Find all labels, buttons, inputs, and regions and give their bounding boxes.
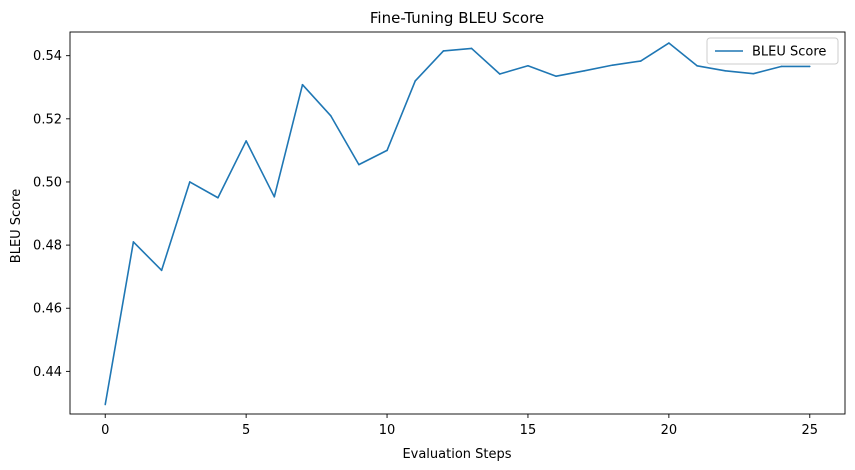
legend: BLEU Score — [706, 37, 839, 65]
data-point — [611, 64, 614, 66]
x-tick-label: 0 — [101, 423, 109, 438]
data-point — [780, 65, 783, 68]
data-point — [301, 83, 304, 86]
data-point — [358, 163, 360, 166]
x-tick-label: 5 — [242, 423, 250, 438]
legend-label: BLEU Score — [752, 45, 826, 60]
data-point — [273, 195, 276, 198]
y-tick-label: 0.48 — [33, 239, 62, 254]
data-point — [160, 269, 163, 272]
data-point — [104, 403, 107, 406]
data-point — [527, 64, 529, 67]
x-tick-label: 15 — [520, 423, 537, 438]
x-tick-label: 10 — [379, 423, 396, 438]
x-tick-label: 20 — [661, 423, 678, 438]
data-point — [414, 80, 417, 82]
y-axis-label: BLEU Score — [9, 189, 24, 263]
data-point — [386, 149, 388, 152]
data-point — [724, 70, 727, 72]
series-line — [104, 42, 810, 405]
data-point — [668, 42, 670, 44]
data-point — [498, 73, 501, 75]
data-point — [470, 47, 473, 50]
data-point — [245, 140, 247, 142]
data-point — [188, 181, 191, 183]
data-point — [329, 114, 332, 117]
y-tick-label: 0.52 — [33, 112, 62, 127]
axes-frame — [69, 31, 846, 415]
data-point — [583, 70, 586, 72]
y-tick-label: 0.54 — [33, 49, 62, 64]
data-point — [555, 75, 557, 77]
data-point — [752, 72, 755, 75]
data-point — [696, 64, 698, 67]
chart-title: Fine-Tuning BLEU Score — [370, 9, 544, 27]
data-point — [639, 60, 642, 62]
x-axis-label: Evaluation Steps — [402, 447, 511, 462]
plot-area — [104, 42, 811, 406]
x-tick-label: 25 — [801, 423, 818, 438]
data-point — [217, 196, 219, 199]
data-point — [132, 241, 135, 243]
y-tick-label: 0.50 — [33, 175, 62, 190]
y-axis: 0.44 0.46 0.48 0.50 0.52 0.54 — [33, 49, 70, 380]
y-tick-label: 0.46 — [33, 302, 62, 317]
x-axis: 0 5 10 15 20 25 — [101, 414, 818, 438]
data-point — [808, 65, 811, 68]
data-point — [442, 50, 445, 52]
legend-box — [706, 37, 839, 65]
y-tick-label: 0.44 — [33, 365, 62, 380]
